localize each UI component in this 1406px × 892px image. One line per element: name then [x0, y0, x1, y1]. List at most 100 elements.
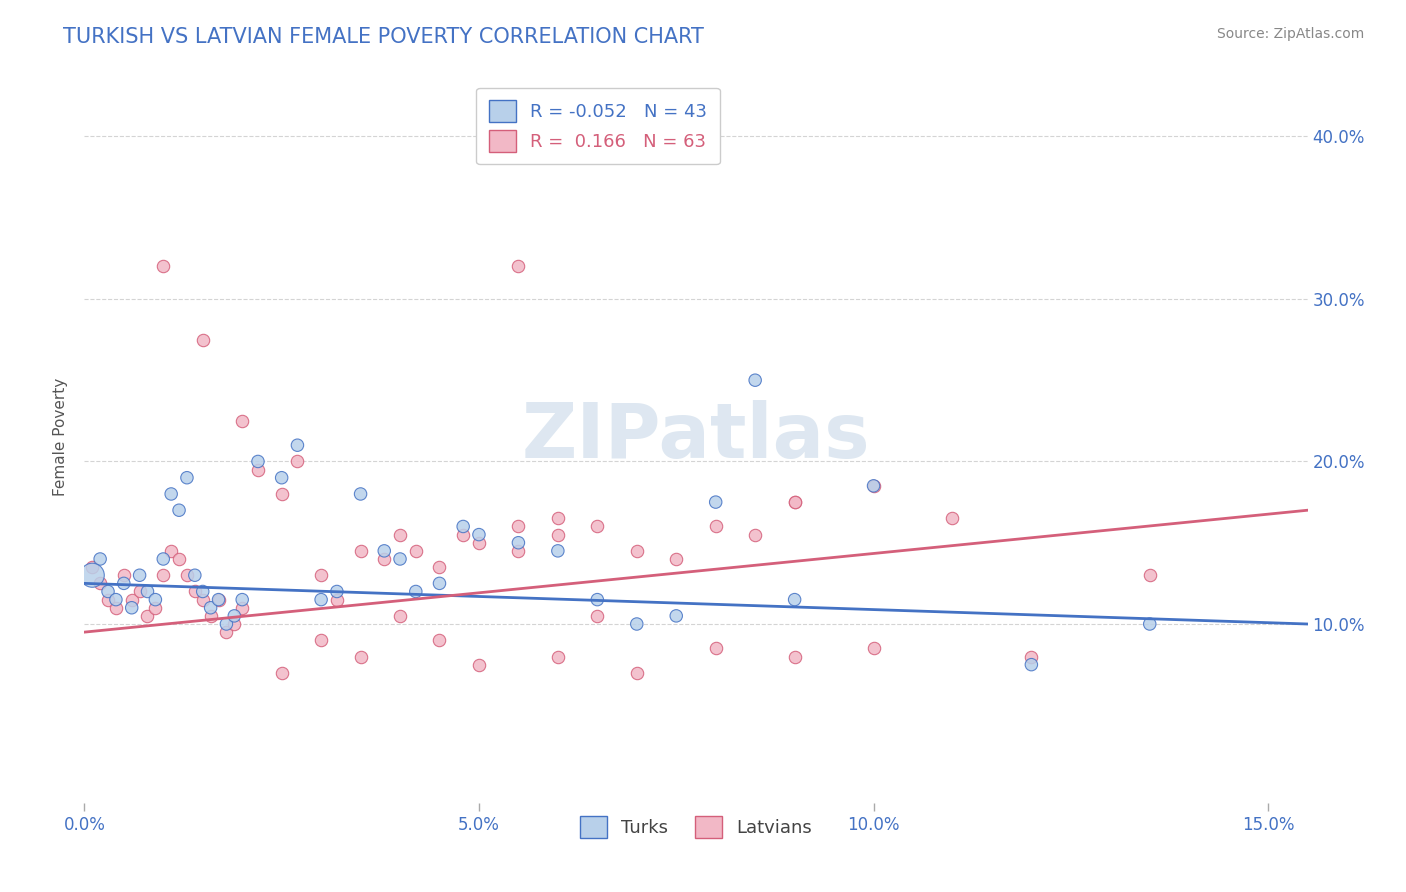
- Point: [508, 535, 530, 549]
- Point: [744, 373, 766, 387]
- Point: [128, 568, 150, 582]
- Point: [270, 665, 292, 680]
- Point: [429, 576, 451, 591]
- Point: [326, 584, 349, 599]
- Point: [89, 576, 111, 591]
- Point: [215, 625, 238, 640]
- Point: [207, 592, 229, 607]
- Point: [704, 641, 727, 656]
- Point: [136, 608, 159, 623]
- Point: [586, 519, 609, 533]
- Point: [191, 584, 214, 599]
- Point: [547, 649, 569, 664]
- Point: [231, 592, 253, 607]
- Point: [184, 568, 207, 582]
- Point: [862, 479, 884, 493]
- Point: [586, 608, 609, 623]
- Point: [309, 592, 332, 607]
- Point: [704, 495, 727, 509]
- Point: [128, 584, 150, 599]
- Point: [104, 600, 127, 615]
- Point: [160, 487, 183, 501]
- Y-axis label: Female Poverty: Female Poverty: [53, 378, 69, 496]
- Point: [224, 608, 246, 623]
- Point: [104, 592, 127, 607]
- Point: [1139, 617, 1161, 632]
- Point: [121, 592, 143, 607]
- Point: [468, 535, 491, 549]
- Point: [246, 454, 269, 468]
- Point: [547, 511, 569, 525]
- Point: [270, 471, 292, 485]
- Point: [200, 608, 222, 623]
- Point: [184, 584, 207, 599]
- Text: TURKISH VS LATVIAN FEMALE POVERTY CORRELATION CHART: TURKISH VS LATVIAN FEMALE POVERTY CORREL…: [63, 27, 704, 46]
- Point: [167, 503, 190, 517]
- Point: [373, 544, 395, 558]
- Point: [349, 544, 371, 558]
- Point: [176, 471, 198, 485]
- Point: [191, 592, 214, 607]
- Point: [152, 260, 174, 274]
- Point: [405, 584, 427, 599]
- Point: [152, 568, 174, 582]
- Point: [405, 544, 427, 558]
- Point: [783, 495, 806, 509]
- Point: [231, 414, 253, 428]
- Point: [508, 260, 530, 274]
- Point: [136, 584, 159, 599]
- Point: [862, 479, 884, 493]
- Point: [862, 641, 884, 656]
- Point: [270, 487, 292, 501]
- Point: [429, 560, 451, 574]
- Point: [145, 592, 167, 607]
- Point: [89, 552, 111, 566]
- Point: [287, 438, 309, 452]
- Text: Source: ZipAtlas.com: Source: ZipAtlas.com: [1216, 27, 1364, 41]
- Point: [349, 649, 371, 664]
- Point: [586, 592, 609, 607]
- Point: [783, 495, 806, 509]
- Point: [82, 568, 104, 582]
- Point: [626, 665, 648, 680]
- Point: [373, 552, 395, 566]
- Point: [224, 617, 246, 632]
- Point: [451, 519, 474, 533]
- Point: [112, 576, 135, 591]
- Point: [326, 592, 349, 607]
- Point: [941, 511, 963, 525]
- Point: [167, 552, 190, 566]
- Point: [547, 544, 569, 558]
- Point: [112, 568, 135, 582]
- Point: [429, 633, 451, 648]
- Point: [349, 487, 371, 501]
- Point: [626, 617, 648, 632]
- Point: [468, 657, 491, 672]
- Point: [309, 568, 332, 582]
- Point: [389, 608, 412, 623]
- Point: [665, 552, 688, 566]
- Point: [665, 608, 688, 623]
- Point: [389, 552, 412, 566]
- Point: [191, 333, 214, 347]
- Point: [1021, 657, 1043, 672]
- Point: [200, 600, 222, 615]
- Point: [626, 544, 648, 558]
- Legend: Turks, Latvians: Turks, Latvians: [572, 808, 820, 845]
- Point: [783, 649, 806, 664]
- Point: [160, 544, 183, 558]
- Point: [97, 592, 120, 607]
- Point: [309, 633, 332, 648]
- Text: ZIPatlas: ZIPatlas: [522, 401, 870, 474]
- Point: [508, 544, 530, 558]
- Point: [704, 519, 727, 533]
- Point: [547, 527, 569, 541]
- Point: [121, 600, 143, 615]
- Point: [176, 568, 198, 582]
- Point: [451, 527, 474, 541]
- Point: [468, 527, 491, 541]
- Point: [145, 600, 167, 615]
- Point: [1021, 649, 1043, 664]
- Point: [246, 462, 269, 476]
- Point: [508, 519, 530, 533]
